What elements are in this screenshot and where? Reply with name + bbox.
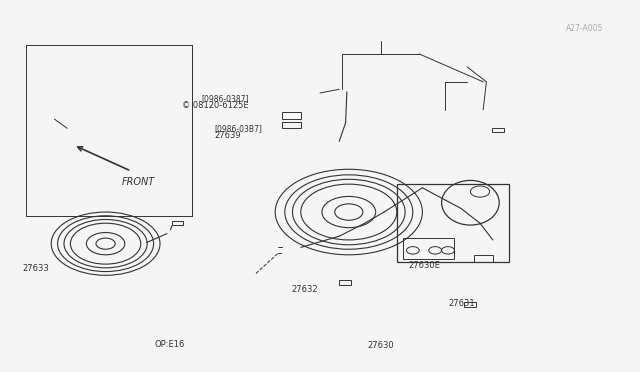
Text: [0986-0387]: [0986-0387] xyxy=(202,94,249,103)
Text: 27631: 27631 xyxy=(448,299,475,308)
Text: © 08120-6125E: © 08120-6125E xyxy=(182,101,249,110)
Text: OP:E16: OP:E16 xyxy=(154,340,185,349)
Text: 27639: 27639 xyxy=(214,131,241,140)
Text: A27-A005: A27-A005 xyxy=(566,24,604,33)
Text: 27630: 27630 xyxy=(367,341,394,350)
Text: 27633: 27633 xyxy=(22,264,49,273)
Text: 27630E: 27630E xyxy=(408,261,440,270)
Text: FRONT: FRONT xyxy=(122,177,155,187)
Text: 27632: 27632 xyxy=(291,285,318,294)
Text: [0986-03B7]: [0986-03B7] xyxy=(214,125,262,134)
